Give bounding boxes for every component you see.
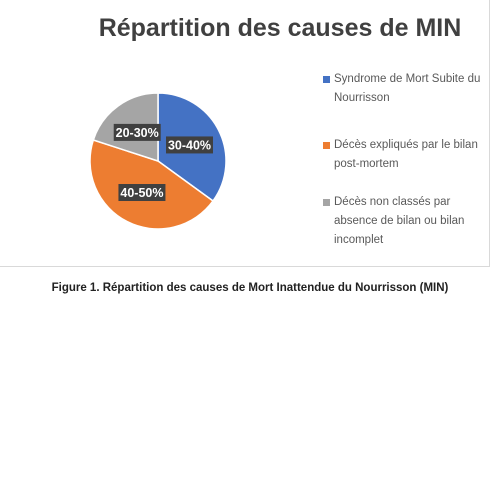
legend-item-1: Syndrome de Mort Subite du Nourrisson [323, 72, 480, 108]
legend-item-2: Décès expliqués par le bilan post-mortem [323, 138, 478, 174]
data-label-1: 30-40% [166, 136, 214, 154]
data-label-text: 40-50% [120, 186, 163, 200]
legend-label: Décès expliqués par le bilan post-mortem [334, 136, 478, 174]
data-label-box [166, 136, 214, 154]
legend-label-line: Décès expliqués par le bilan [334, 139, 478, 151]
figure-caption: Figure 1. Répartition des causes de Mort… [51, 282, 449, 294]
pie-chart: 30-40% 40-50% 20-30% [89, 92, 227, 230]
legend-label: Décès non classés par absence de bilan ou… [334, 193, 464, 250]
data-label-box [118, 184, 166, 202]
legend-label-line: Décès non classés par [334, 196, 451, 208]
chart-frame: Répartition des causes de MIN 30-40% 40-5… [0, 0, 490, 267]
legend-item-3: Décès non classés par absence de bilan ou… [323, 195, 464, 250]
legend-swatch [323, 142, 330, 149]
legend-label: Syndrome de Mort Subite du Nourrisson [334, 70, 480, 108]
legend-label-line: post-mortem [334, 158, 399, 170]
legend-label-line: absence de bilan ou bilan [334, 215, 465, 227]
legend-label-line: Syndrome de Mort Subite du [334, 73, 481, 85]
data-label-box [113, 123, 161, 141]
data-label-2: 40-50% [118, 184, 166, 202]
legend-swatch [323, 199, 330, 206]
data-label-3: 20-30% [113, 123, 161, 141]
data-label-text: 30-40% [168, 138, 211, 152]
legend-label-line: incomplet [334, 234, 384, 246]
chart-title: Répartition des causes de MIN [98, 14, 462, 42]
legend-swatch [323, 76, 330, 83]
data-label-text: 20-30% [116, 126, 159, 140]
legend-label-line: Nourrisson [334, 92, 390, 104]
